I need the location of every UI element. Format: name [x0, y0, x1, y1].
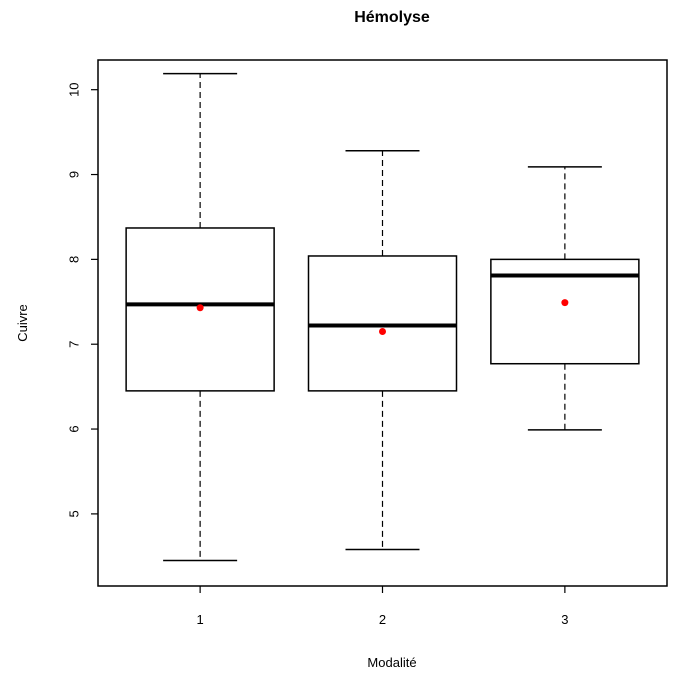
- y-tick-label: 5: [66, 510, 81, 517]
- x-tick-label: 1: [197, 612, 204, 627]
- mean-point: [196, 304, 204, 312]
- x-tick-label: 3: [561, 612, 568, 627]
- mean-point: [561, 299, 569, 307]
- x-axis-label: Modalité: [367, 655, 416, 670]
- y-axis-label: Cuivre: [15, 304, 30, 342]
- y-tick-label: 6: [66, 425, 81, 432]
- y-tick-label: 7: [66, 341, 81, 348]
- y-tick-label: 10: [66, 82, 81, 96]
- y-tick-label: 9: [66, 171, 81, 178]
- plot-area: 5 6 7 8 9 10 1 2 3: [66, 59, 668, 627]
- x-tick-label: 2: [379, 612, 386, 627]
- chart-title: Hémolyse: [354, 9, 430, 26]
- mean-point: [379, 327, 386, 335]
- y-tick-label: 8: [66, 256, 81, 263]
- box-iqr: [307, 255, 458, 392]
